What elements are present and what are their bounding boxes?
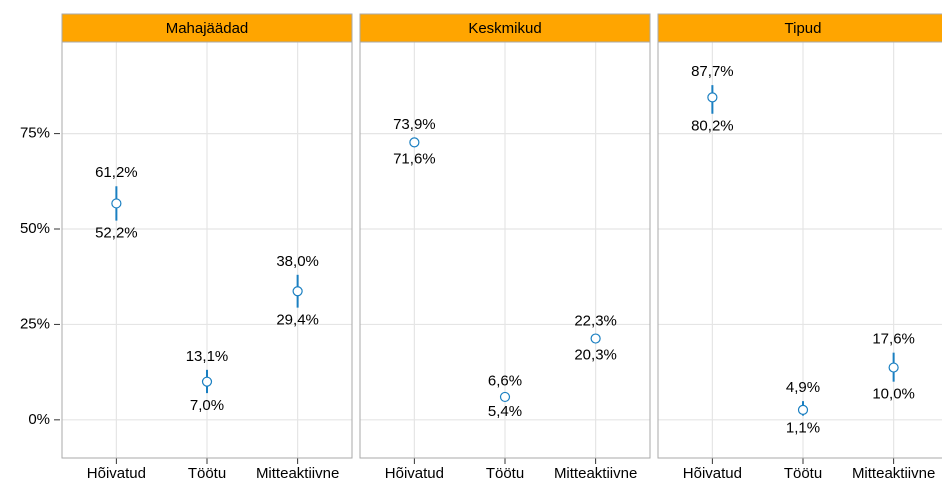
upper-label: 87,7%	[691, 63, 734, 80]
panel-border	[657, 41, 942, 459]
panel-border	[61, 41, 353, 459]
x-tick-label: Töötu	[486, 465, 524, 482]
lower-label: 10,0%	[872, 386, 915, 403]
lower-label: 71,6%	[393, 151, 436, 168]
upper-label: 38,0%	[276, 253, 319, 270]
upper-label: 6,6%	[488, 373, 522, 390]
upper-label: 13,1%	[186, 348, 229, 365]
strip	[359, 13, 651, 43]
x-tick-label: Mitteaktiivne	[554, 465, 637, 482]
upper-label: 61,2%	[95, 164, 138, 181]
strip-title: Tipud	[785, 20, 822, 37]
upper-label: 4,9%	[786, 379, 820, 396]
strip	[61, 13, 353, 43]
y-tick-label: 25%	[20, 315, 50, 332]
strip-title: Keskmikud	[468, 20, 541, 37]
upper-label: 17,6%	[872, 331, 915, 348]
x-tick-label: Töötu	[784, 465, 822, 482]
panel	[658, 42, 942, 458]
strip	[657, 13, 942, 43]
point	[499, 391, 511, 403]
lower-label: 1,1%	[786, 420, 820, 437]
y-tick-label: 50%	[20, 220, 50, 237]
panel-border	[359, 41, 651, 459]
point	[797, 404, 809, 416]
point	[111, 198, 122, 209]
lower-label: 20,3%	[574, 346, 617, 363]
x-tick-label: Töötu	[188, 465, 226, 482]
lower-label: 7,0%	[190, 397, 224, 414]
y-tick-label: 0%	[28, 411, 50, 428]
x-tick-label: Hõivatud	[683, 465, 742, 482]
point	[201, 376, 213, 387]
upper-label: 22,3%	[574, 313, 617, 330]
lower-label: 52,2%	[95, 225, 138, 242]
point	[409, 137, 420, 148]
x-tick-label: Hõivatud	[87, 465, 146, 482]
upper-label: 73,9%	[393, 116, 436, 133]
point	[292, 286, 303, 297]
point	[888, 362, 899, 373]
point	[707, 92, 718, 103]
x-tick-label: Mitteaktiivne	[256, 465, 339, 482]
x-tick-label: Mitteaktiivne	[852, 465, 935, 482]
y-tick-label: 75%	[20, 125, 50, 142]
lower-label: 29,4%	[276, 312, 319, 329]
x-tick-label: Hõivatud	[385, 465, 444, 482]
point	[590, 333, 601, 344]
strip-title: Mahajäädad	[166, 20, 249, 37]
lower-label: 80,2%	[691, 118, 734, 135]
lower-label: 5,4%	[488, 403, 522, 420]
